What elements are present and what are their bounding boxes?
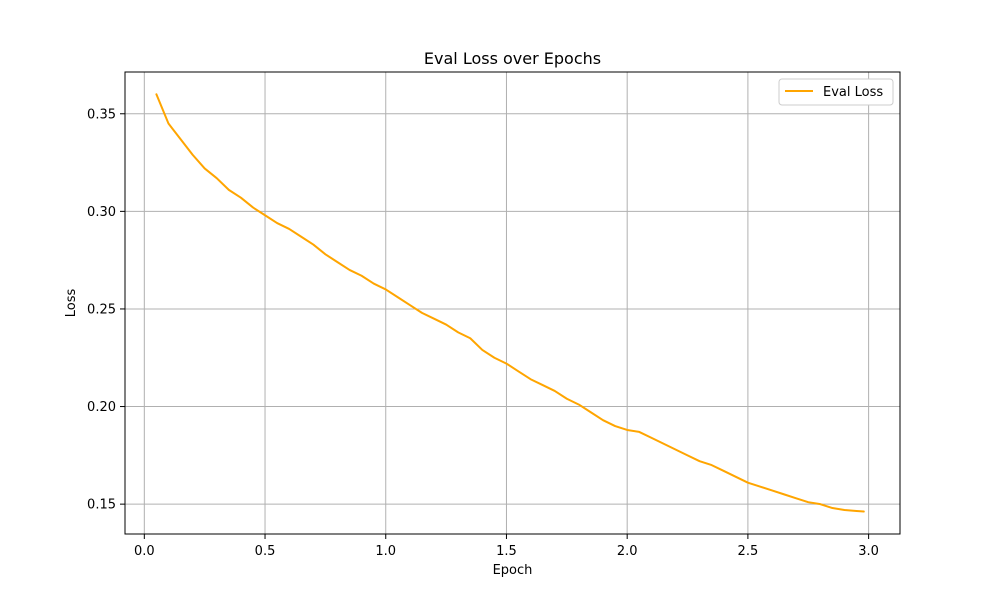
y-tick-label: 0.30 xyxy=(87,205,116,220)
x-tick-label: 0.0 xyxy=(134,544,155,559)
eval-loss-line xyxy=(155,93,865,513)
legend-label: Eval Loss xyxy=(823,85,883,100)
y-tick-label: 0.25 xyxy=(87,302,116,317)
plot-frame xyxy=(124,71,901,535)
x-tick-label: 0.5 xyxy=(255,544,276,559)
legend: Eval Loss xyxy=(778,78,894,106)
x-tick-label: 1.0 xyxy=(375,544,396,559)
x-tick-label: 1.5 xyxy=(496,544,517,559)
y-tick-label: 0.15 xyxy=(87,498,116,513)
chart-title: Eval Loss over Epochs xyxy=(424,49,601,68)
y-axis: 0.15 0.20 0.25 0.30 0.35 xyxy=(87,107,125,513)
grid-lines xyxy=(125,72,900,534)
x-tick-label: 2.0 xyxy=(617,544,638,559)
plot-area xyxy=(125,72,900,534)
x-axis: 0.0 0.5 1.0 1.5 2.0 2.5 3.0 xyxy=(134,534,879,559)
series-layer xyxy=(155,93,865,513)
x-tick-label: 2.5 xyxy=(738,544,759,559)
y-tick-label: 0.20 xyxy=(87,400,116,415)
x-axis-label: Epoch xyxy=(493,563,533,578)
x-tick-label: 3.0 xyxy=(858,544,879,559)
legend-box xyxy=(778,78,894,106)
y-tick-label: 0.35 xyxy=(87,107,116,122)
y-axis-label: Loss xyxy=(64,289,79,318)
